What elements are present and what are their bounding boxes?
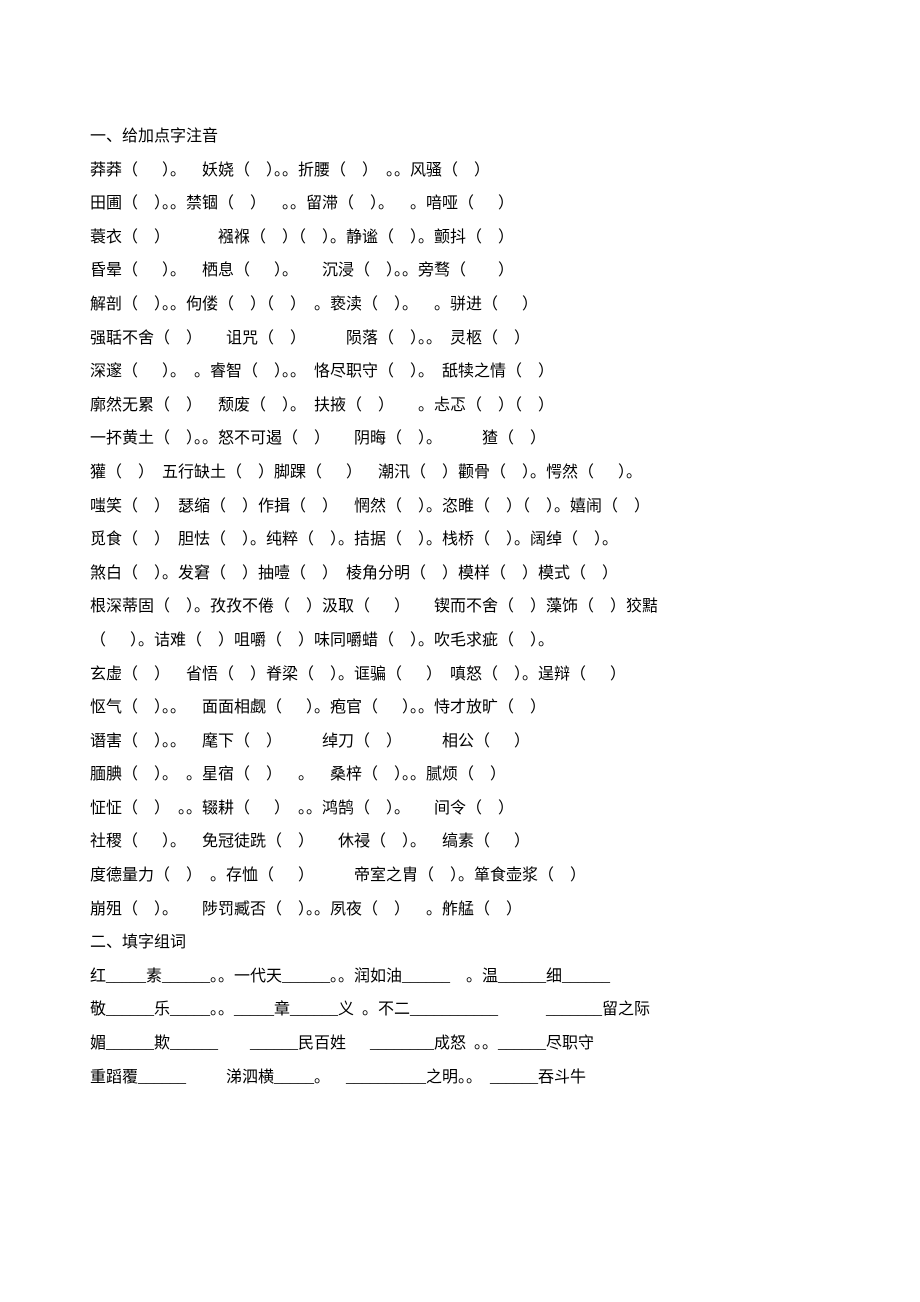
fill-line: 重蹈覆______ 涕泗横_____。 __________之明。。 _____… — [90, 1061, 830, 1095]
pinyin-line: 昏晕（ ）。 栖息（ ）。 沉浸（ ）。。旁骛（ ） — [90, 254, 830, 288]
pinyin-line: 莽莽（ ）。 妖娆（ ）。。折腰（ ） 。。风骚（ ） — [90, 154, 830, 188]
pinyin-line: 玄虚（ ） 省悟（ ）脊梁（ ）。诓骗（ ） 嗔怒（ ）。逞辩（ ） — [90, 658, 830, 692]
pinyin-line: 一抔黄土（ ）。。怒不可遏（ ） 阴晦（ ）。 猹（ ） — [90, 422, 830, 456]
section-1-heading: 一、给加点字注音 — [90, 120, 830, 154]
document-page: 一、给加点字注音 莽莽（ ）。 妖娆（ ）。。折腰（ ） 。。风骚（ ） 田圃（… — [0, 0, 920, 1302]
pinyin-line: 煞白（ ）。发窘（ ）抽噎（ ） 棱角分明（ ）模样（ ）模式（ ） — [90, 557, 830, 591]
pinyin-line: 廓然无累（ ） 颓废（ ）。 扶掖（ ） 。忐忑（ ）（ ） — [90, 389, 830, 423]
pinyin-line: 觅食（ ） 胆怯（ ）。纯粹（ ）。拮据（ ）。栈桥（ ）。阔绰（ ）。 — [90, 523, 830, 557]
pinyin-line: 谮害（ ）。。 麾下（ ） 绰刀（ ） 相公（ ） — [90, 725, 830, 759]
pinyin-line: 崩殂（ ）。 陟罚臧否（ ）。。夙夜（ ） 。舴艋（ ） — [90, 893, 830, 927]
section-2-heading: 二、填字组词 — [90, 926, 830, 960]
fill-line: 媚______欺______ ______民百姓 ________成怒 。。__… — [90, 1027, 830, 1061]
pinyin-line: 强聒不舍（ ） 诅咒（ ） 陨落（ ）。。 灵柩（ ） — [90, 322, 830, 356]
pinyin-line: 獾（ ） 五行缺土（ ）脚踝（ ） 潮汛（ ）颧骨（ ）。愕然（ ）。 — [90, 456, 830, 490]
pinyin-line: 田圃（ ）。。禁锢（ ） 。。留滞（ ）。 。喑哑（ ） — [90, 187, 830, 221]
pinyin-line: 根深蒂固（ ）。孜孜不倦（ ）汲取（ ） 锲而不舍（ ）藻饰（ ）狡黠 — [90, 590, 830, 624]
pinyin-line: 深邃（ ）。 。睿智（ ）。。 恪尽职守（ ）。 舐犊之情（ ） — [90, 355, 830, 389]
pinyin-line: （ ）。诘难（ ）咀嚼（ ）味同嚼蜡（ ）。吹毛求疵（ ）。 — [90, 624, 830, 658]
fill-line: 红_____素______。。一代天______。。润如油______ 。温__… — [90, 960, 830, 994]
pinyin-line: 社稷（ ）。 免冠徒跣（ ） 休祲（ ）。 缟素（ ） — [90, 825, 830, 859]
pinyin-line: 嗤笑（ ） 瑟缩（ ）作揖（ ） 惘然（ ）。恣睢（ ）（ ）。嬉闹（ ） — [90, 490, 830, 524]
pinyin-line: 腼腆（ ）。 。星宿（ ） 。 桑梓（ ）。。腻烦（ ） — [90, 758, 830, 792]
fill-line: 敬______乐_____。。_____章______义 。不二________… — [90, 993, 830, 1027]
pinyin-line: 度德量力（ ） 。存恤（ ） 帝室之胄（ ）。箪食壶浆（ ） — [90, 859, 830, 893]
pinyin-line: 怄气（ ）。。 面面相觑（ ）。疱官（ ）。。恃才放旷（ ） — [90, 691, 830, 725]
pinyin-line: 蓑衣（ ） 襁褓（ ）（ ）。静谧（ ）。颤抖（ ） — [90, 221, 830, 255]
pinyin-line: 怔怔（ ） 。。辍耕（ ） 。。鸿鹄（ ）。 间令（ ） — [90, 792, 830, 826]
pinyin-line: 解剖（ ）。。佝偻（ ）（ ） 。亵渎（ ）。 。骈进（ ） — [90, 288, 830, 322]
